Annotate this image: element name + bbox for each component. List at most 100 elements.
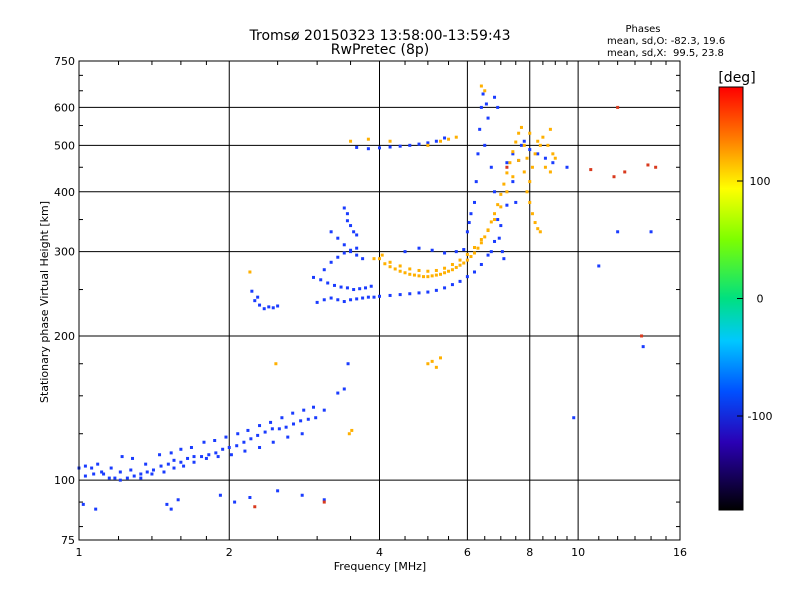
x-mode-echo-point bbox=[525, 156, 529, 160]
o-mode-echo-point bbox=[417, 142, 421, 146]
x-mode-echo-point bbox=[479, 241, 483, 245]
o-mode-echo-point bbox=[543, 156, 547, 160]
o-mode-echo-point bbox=[536, 152, 540, 156]
o-mode-echo-point bbox=[94, 507, 98, 511]
plot-frame bbox=[78, 60, 681, 541]
x-mode-echo-point bbox=[439, 272, 443, 276]
o-mode-echo-point bbox=[454, 250, 458, 254]
x-mode-echo-point bbox=[447, 137, 451, 141]
o-mode-echo-point bbox=[355, 246, 359, 250]
o-mode-echo-point bbox=[479, 262, 483, 266]
o-mode-echo-point bbox=[186, 456, 190, 460]
o-mode-echo-point bbox=[486, 253, 490, 257]
x-tick-label: 4 bbox=[376, 546, 383, 559]
o-mode-echo-point bbox=[378, 146, 381, 150]
x-mode-echo-point bbox=[508, 161, 512, 165]
x-mode-echo-point bbox=[434, 365, 438, 369]
phase-stats-x: mean, sd,X: 99.5, 23.8 bbox=[607, 48, 724, 59]
x-mode-echo-point bbox=[274, 362, 278, 366]
o-mode-echo-point bbox=[336, 236, 340, 240]
o-mode-echo-point bbox=[139, 476, 143, 480]
o-mode-echo-point bbox=[246, 428, 250, 432]
o-mode-echo-point bbox=[430, 248, 434, 252]
x-mode-echo-point bbox=[538, 143, 542, 147]
x-mode-echo-point bbox=[248, 270, 252, 274]
x-mode-echo-point bbox=[454, 135, 458, 139]
x-mode-echo-point bbox=[469, 255, 473, 259]
o-mode-echo-point bbox=[202, 440, 206, 444]
o-mode-echo-point bbox=[233, 500, 237, 504]
o-mode-echo-point bbox=[280, 416, 284, 420]
x-mode-echo-point bbox=[499, 192, 503, 196]
data-points bbox=[77, 84, 658, 511]
o-mode-echo-point bbox=[311, 405, 315, 409]
o-mode-echo-point bbox=[342, 243, 346, 247]
o-mode-echo-point bbox=[349, 248, 353, 252]
x-mode-echo-point bbox=[426, 269, 430, 273]
o-mode-echo-point bbox=[493, 190, 497, 194]
o-mode-echo-point bbox=[277, 427, 281, 431]
x-mode-echo-point bbox=[366, 137, 370, 141]
x-mode-echo-point bbox=[505, 190, 509, 194]
o-mode-echo-point bbox=[224, 435, 228, 439]
x-mode-echo-point bbox=[548, 127, 552, 131]
o-mode-echo-point bbox=[346, 362, 350, 366]
o-mode-echo-point bbox=[242, 440, 246, 444]
x-mode-echo-point bbox=[349, 139, 353, 143]
o-mode-echo-point bbox=[467, 221, 471, 225]
x-mode-echo-point bbox=[408, 272, 412, 276]
x-mode-echo-point bbox=[493, 212, 497, 216]
o-mode-echo-point bbox=[172, 458, 176, 462]
scattered-echo-point bbox=[505, 165, 509, 169]
o-mode-echo-point bbox=[319, 278, 323, 282]
o-mode-echo-point bbox=[253, 299, 257, 303]
o-mode-echo-point bbox=[481, 92, 485, 96]
o-mode-echo-point bbox=[565, 165, 569, 169]
o-mode-echo-point bbox=[151, 468, 155, 472]
o-mode-echo-point bbox=[511, 152, 515, 156]
o-mode-echo-point bbox=[256, 295, 260, 299]
o-mode-echo-point bbox=[139, 472, 143, 476]
x-mode-echo-point bbox=[496, 203, 500, 207]
o-mode-echo-point bbox=[200, 455, 204, 459]
x-mode-echo-point bbox=[443, 271, 447, 275]
o-mode-echo-point bbox=[641, 345, 645, 349]
x-mode-echo-point bbox=[548, 170, 552, 174]
x-mode-echo-point bbox=[517, 158, 521, 162]
o-mode-echo-point bbox=[364, 286, 368, 290]
colorbar-tick-label: 100 bbox=[750, 175, 771, 188]
o-mode-echo-point bbox=[499, 224, 503, 228]
o-mode-echo-point bbox=[286, 435, 290, 439]
o-mode-echo-point bbox=[315, 300, 319, 304]
o-mode-echo-point bbox=[349, 224, 353, 228]
o-mode-echo-point bbox=[118, 470, 122, 474]
o-mode-echo-point bbox=[366, 295, 370, 299]
scattered-echo-point bbox=[623, 170, 627, 174]
o-mode-echo-point bbox=[176, 498, 180, 502]
o-mode-echo-point bbox=[216, 455, 220, 459]
o-mode-echo-point bbox=[169, 507, 173, 511]
x-mode-echo-point bbox=[430, 359, 434, 363]
o-mode-echo-point bbox=[345, 219, 349, 223]
x-mode-echo-point bbox=[502, 182, 506, 186]
o-mode-echo-point bbox=[271, 306, 275, 310]
x-mode-echo-point bbox=[450, 262, 454, 266]
o-mode-echo-point bbox=[398, 293, 402, 297]
o-mode-echo-point bbox=[235, 444, 239, 448]
o-mode-echo-point bbox=[113, 476, 117, 480]
o-mode-echo-point bbox=[489, 165, 493, 169]
o-mode-echo-point bbox=[522, 139, 526, 143]
x-mode-echo-point bbox=[536, 227, 540, 231]
x-axis-label: Frequency [MHz] bbox=[334, 560, 426, 573]
x-mode-echo-point bbox=[439, 139, 443, 143]
o-mode-echo-point bbox=[329, 230, 333, 234]
o-mode-echo-point bbox=[355, 145, 359, 149]
o-mode-echo-point bbox=[403, 250, 407, 254]
y-tick-label: 75 bbox=[61, 534, 75, 547]
colorbar-tick-label: -100 bbox=[748, 410, 773, 423]
x-mode-echo-point bbox=[393, 267, 397, 271]
o-mode-echo-point bbox=[352, 230, 356, 234]
x-mode-echo-point bbox=[472, 245, 476, 249]
o-mode-echo-point bbox=[502, 257, 506, 261]
colorbar-label: [deg] bbox=[718, 70, 755, 86]
